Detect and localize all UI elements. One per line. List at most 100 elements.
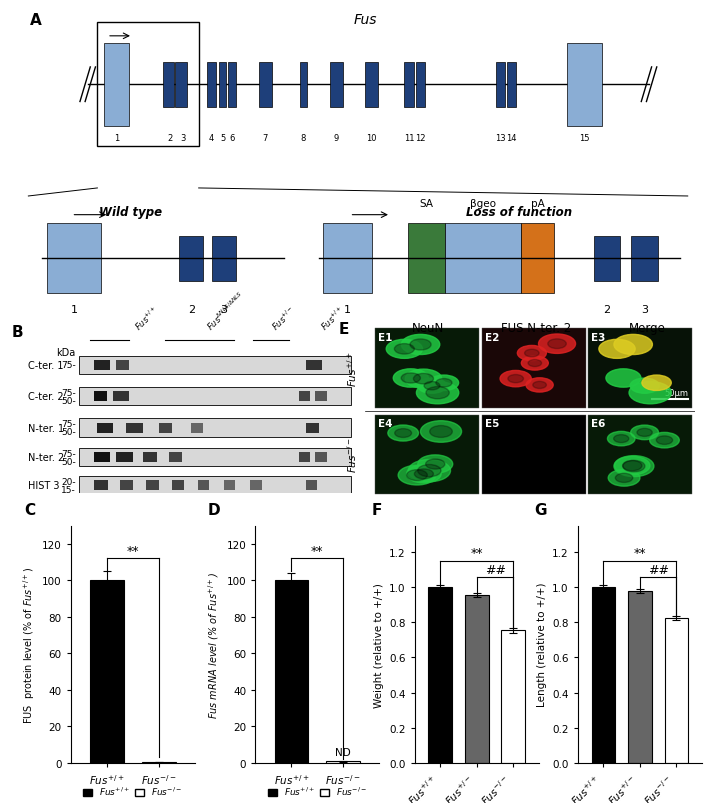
- Text: **: **: [634, 546, 646, 560]
- Circle shape: [424, 382, 440, 390]
- Bar: [159, 423, 172, 433]
- Text: HIST 3: HIST 3: [28, 481, 60, 491]
- Bar: [375, 415, 479, 495]
- Text: B: B: [12, 324, 23, 340]
- Text: ##: ##: [484, 563, 506, 576]
- Text: D: D: [208, 502, 220, 517]
- Y-axis label: Length (relative to +/+): Length (relative to +/+): [537, 582, 547, 707]
- Text: 10: 10: [367, 133, 377, 142]
- Text: E6: E6: [591, 418, 605, 429]
- Bar: [90, 581, 124, 763]
- Bar: [365, 63, 378, 108]
- Circle shape: [649, 433, 679, 448]
- Circle shape: [401, 335, 440, 355]
- Bar: [507, 63, 516, 108]
- Text: **: **: [127, 544, 139, 557]
- Text: N-ter. 2: N-ter. 2: [28, 453, 65, 463]
- Y-axis label: FUS  protein level (% of $Fus^{+/+}$): FUS protein level (% of $Fus^{+/+}$): [21, 566, 37, 723]
- Circle shape: [500, 371, 531, 387]
- Text: E5: E5: [486, 418, 500, 429]
- Text: 11: 11: [403, 133, 414, 142]
- Circle shape: [418, 378, 447, 393]
- Circle shape: [526, 378, 553, 393]
- Text: kDa: kDa: [57, 347, 76, 357]
- Bar: [299, 453, 311, 463]
- Bar: [316, 392, 327, 402]
- Text: E: E: [339, 322, 349, 336]
- Bar: [97, 423, 113, 433]
- Circle shape: [518, 346, 547, 361]
- Bar: [274, 581, 308, 763]
- Legend: $Fus^{+/+}$, $Fus^{-/-}$: $Fus^{+/+}$, $Fus^{-/-}$: [79, 781, 186, 801]
- Text: $Fus^{-/-}$: $Fus^{-/-}$: [345, 437, 359, 472]
- Text: Fus: Fus: [353, 13, 377, 26]
- Text: 1: 1: [344, 305, 351, 315]
- Text: SA: SA: [420, 199, 434, 210]
- Bar: [259, 63, 272, 108]
- Text: Wild type: Wild type: [99, 206, 162, 218]
- Bar: [48, 224, 101, 294]
- Bar: [428, 587, 452, 763]
- Text: 13: 13: [496, 133, 506, 142]
- Text: G: G: [535, 502, 547, 517]
- Text: A: A: [30, 13, 41, 27]
- Circle shape: [386, 340, 423, 359]
- Text: 7: 7: [262, 133, 268, 142]
- Text: ND: ND: [335, 748, 351, 757]
- Text: 50-: 50-: [61, 457, 76, 467]
- Text: E3: E3: [591, 332, 605, 342]
- Circle shape: [401, 373, 420, 384]
- Circle shape: [410, 340, 431, 351]
- Bar: [628, 591, 652, 763]
- Bar: [113, 392, 130, 402]
- Circle shape: [623, 461, 645, 472]
- Text: pA: pA: [530, 199, 545, 210]
- Text: 4: 4: [209, 133, 214, 142]
- Text: 2: 2: [603, 305, 610, 315]
- Circle shape: [436, 379, 452, 388]
- Bar: [94, 361, 110, 370]
- Circle shape: [629, 382, 671, 404]
- Bar: [224, 481, 235, 491]
- Circle shape: [521, 357, 548, 371]
- Bar: [416, 63, 425, 108]
- Circle shape: [548, 340, 566, 349]
- Circle shape: [425, 459, 445, 470]
- Circle shape: [420, 421, 462, 442]
- Bar: [79, 419, 351, 437]
- Y-axis label: $Fus$ mRNA level (% of $Fus^{+/+}$): $Fus$ mRNA level (% of $Fus^{+/+}$): [206, 571, 221, 718]
- Circle shape: [614, 435, 629, 443]
- Text: 15: 15: [579, 133, 590, 142]
- Text: ##: ##: [647, 563, 669, 576]
- Text: 9: 9: [333, 133, 339, 142]
- Circle shape: [395, 429, 412, 438]
- Text: 1: 1: [71, 305, 78, 315]
- Text: βgeo: βgeo: [470, 199, 496, 210]
- Text: 2: 2: [188, 305, 195, 315]
- Bar: [175, 63, 187, 108]
- Text: 50-: 50-: [61, 397, 76, 406]
- Text: $Fus^{+/-}$: $Fus^{+/-}$: [269, 303, 299, 332]
- Text: 8: 8: [301, 133, 306, 142]
- Bar: [218, 63, 226, 108]
- Bar: [179, 237, 203, 281]
- Bar: [250, 481, 262, 491]
- Bar: [299, 392, 311, 402]
- Bar: [482, 328, 586, 408]
- Bar: [306, 423, 318, 433]
- Bar: [306, 481, 317, 491]
- Bar: [79, 357, 351, 374]
- Circle shape: [407, 470, 428, 481]
- Bar: [116, 453, 133, 463]
- Circle shape: [528, 360, 542, 367]
- Circle shape: [414, 469, 433, 479]
- Circle shape: [614, 335, 652, 355]
- Circle shape: [408, 460, 450, 482]
- Text: $Fus^{+/+}$: $Fus^{+/+}$: [318, 303, 348, 332]
- Text: C-ter. 1: C-ter. 1: [28, 361, 64, 370]
- Text: F: F: [372, 502, 381, 517]
- Text: N-ter. 1: N-ter. 1: [28, 423, 65, 433]
- Bar: [445, 224, 520, 294]
- Text: 50-: 50-: [61, 428, 76, 437]
- Circle shape: [539, 335, 576, 354]
